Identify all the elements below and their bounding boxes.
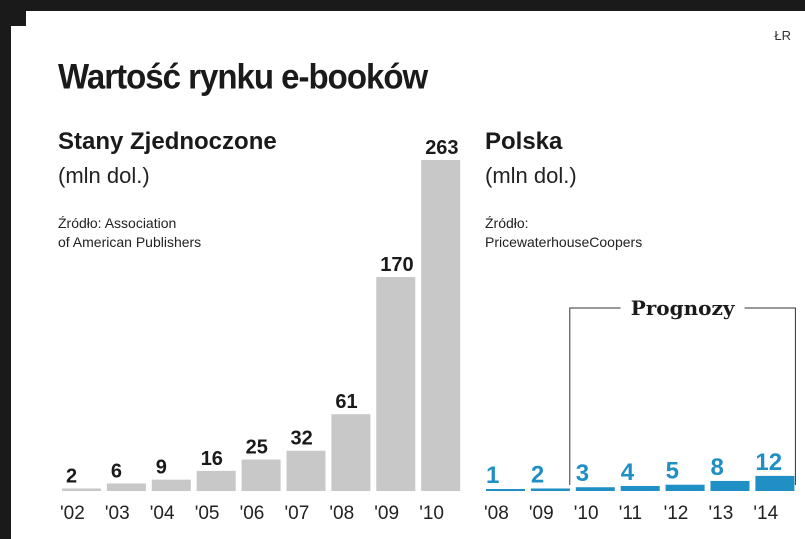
- pl-tick-label-1: '09: [529, 503, 554, 524]
- us-value-label-3: 16: [201, 448, 223, 470]
- pl-value-label-3: 4: [621, 459, 635, 486]
- pl-tick-label-0: '08: [484, 503, 509, 524]
- pl-panel-unit: (mln dol.): [485, 163, 577, 188]
- pl-bar-5: [710, 480, 750, 491]
- us-tick-label-0: '02: [60, 503, 85, 524]
- us-value-label-4: 25: [246, 437, 268, 459]
- pl-bar-6: [755, 475, 795, 491]
- frame-top-bar: [0, 0, 805, 11]
- us-tick-label-1: '03: [105, 503, 130, 524]
- pl-bar-chart: 1 '08 2 '09 3 '10 4 '11 5 '12 8 '13 12 '14: [484, 449, 795, 524]
- author-credit: ŁR: [774, 28, 791, 43]
- us-value-label-8: 263: [425, 137, 458, 159]
- frame-left-bar: [0, 0, 11, 539]
- pl-value-label-5: 8: [711, 454, 724, 481]
- forecast-label: Prognozy: [631, 296, 736, 320]
- us-source-line-2: of American Publishers: [58, 234, 202, 250]
- us-bar-8: [421, 160, 461, 491]
- pl-value-label-6: 12: [755, 449, 782, 476]
- us-bar-3: [196, 470, 236, 491]
- us-tick-label-3: '05: [195, 503, 220, 524]
- bracket-left-line: [569, 307, 621, 485]
- us-value-label-7: 170: [380, 254, 413, 276]
- pl-bar-2: [575, 487, 615, 491]
- us-bar-4: [241, 459, 281, 491]
- us-bar-5: [286, 450, 326, 491]
- pl-panel-source: Źródło: PricewaterhouseCoopers: [485, 214, 642, 252]
- us-value-label-6: 61: [335, 391, 357, 413]
- us-value-label-0: 2: [66, 465, 77, 487]
- pl-source-line-2: PricewaterhouseCoopers: [485, 234, 643, 250]
- us-tick-label-4: '06: [240, 503, 265, 524]
- us-value-label-1: 6: [111, 460, 122, 482]
- frame-corner: [11, 11, 26, 26]
- pl-tick-label-5: '13: [709, 503, 734, 524]
- pl-value-label-2: 3: [576, 460, 589, 487]
- pl-source-line-1: Źródło:: [485, 215, 529, 231]
- us-bar-1: [106, 483, 146, 491]
- us-tick-label-2: '04: [150, 503, 175, 524]
- pl-value-label-1: 2: [531, 461, 544, 488]
- pl-value-label-0: 1: [486, 462, 499, 489]
- pl-bar-1: [530, 488, 570, 491]
- us-bar-0: [62, 488, 101, 491]
- pl-bar-3: [620, 485, 660, 491]
- us-bar-6: [331, 414, 371, 491]
- forecast-bracket: Prognozy: [569, 296, 796, 485]
- chart-title: Wartość rynku e-booków: [58, 56, 428, 96]
- us-bar-2: [151, 479, 191, 491]
- pl-tick-label-4: '12: [664, 503, 689, 524]
- pl-tick-label-6: '14: [753, 503, 778, 524]
- us-panel-source: Źródło: Association of American Publishe…: [58, 214, 201, 252]
- us-value-label-5: 32: [291, 428, 313, 450]
- pl-value-label-4: 5: [666, 458, 679, 485]
- us-bar-7: [376, 277, 416, 491]
- pl-tick-label-2: '10: [574, 503, 599, 524]
- us-bar-chart: 2 '02 6 '03 9 '04 16 '05 25 '06 32 '07 61 '08 170 '09 26…: [60, 137, 461, 524]
- us-panel-unit: (mln dol.): [58, 163, 150, 188]
- us-value-label-2: 9: [156, 457, 167, 479]
- pl-tick-label-3: '11: [619, 503, 642, 524]
- us-tick-label-5: '07: [285, 503, 310, 524]
- pl-panel-title: Polska: [485, 128, 563, 155]
- pl-bar-4: [665, 484, 705, 491]
- pl-bar-0: [486, 489, 525, 491]
- us-tick-label-7: '09: [374, 503, 399, 524]
- us-source-line-1: Źródło: Association: [58, 215, 177, 231]
- us-tick-label-6: '08: [329, 503, 354, 524]
- us-panel-title: Stany Zjednoczone: [58, 128, 277, 155]
- bracket-right-line: [744, 307, 796, 485]
- us-tick-label-8: '10: [419, 503, 444, 524]
